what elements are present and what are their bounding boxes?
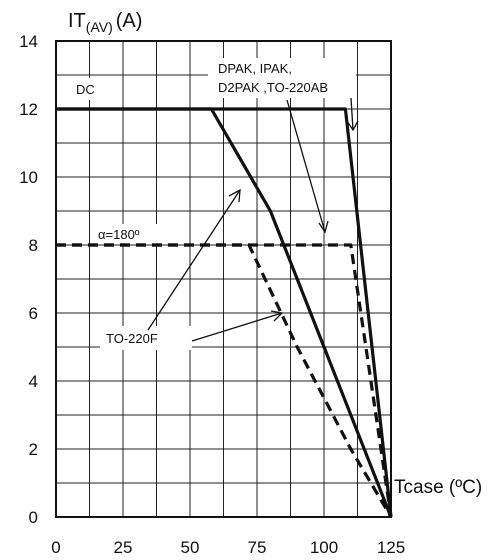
x-axis-label: Tcase (ºC) xyxy=(394,477,482,498)
pkg-label-line2: D2PAK ,TO-220AB xyxy=(218,80,328,95)
arrow-pkg-dc-head xyxy=(346,120,359,132)
dc-label-bg xyxy=(70,78,106,100)
y-tick-label: 0 xyxy=(29,508,38,527)
y-tick-label: 14 xyxy=(19,32,38,51)
alpha-label: α=180º xyxy=(98,227,140,242)
x-tick-label: 50 xyxy=(181,538,200,557)
y-tick-label: 4 xyxy=(29,372,38,391)
y-tick-label: 2 xyxy=(29,440,38,459)
arrow-pkg-dc xyxy=(350,97,354,131)
arrow-to220f-180 xyxy=(191,312,283,342)
pkg-label-line1: DPAK, IPAK, xyxy=(218,61,292,76)
annotation-arrows xyxy=(147,97,359,342)
x-tick-label: 0 xyxy=(51,538,60,557)
y-axis-label: IT(AV) (A) xyxy=(68,10,142,35)
x-tick-label: 125 xyxy=(377,538,405,557)
arrow-pkg-180-head xyxy=(318,220,329,234)
plot-frame xyxy=(55,40,392,518)
pkg-label-bg xyxy=(208,58,356,98)
dc-label: DC xyxy=(76,82,95,97)
series-line-4 xyxy=(56,243,393,518)
arrow-to220f-dc xyxy=(147,189,241,331)
x-tick-label: 75 xyxy=(248,538,267,557)
y-tick-label: 6 xyxy=(29,304,38,323)
x-tick-label: 100 xyxy=(310,538,338,557)
x-tick-labels: 0 25 50 75 100 125 xyxy=(51,538,405,557)
y-tick-label: 10 xyxy=(19,168,38,187)
y-tick-label: 12 xyxy=(19,100,38,119)
y-tick-label: 8 xyxy=(29,236,38,255)
alpha-label-bg xyxy=(94,224,172,244)
arrow-pkg-180 xyxy=(286,99,326,233)
chart-grid xyxy=(56,41,391,517)
arrow-to220f-dc-head xyxy=(228,188,241,203)
x-tick-label: 25 xyxy=(114,538,133,557)
arrow-to220f-180-head xyxy=(270,310,284,322)
series-line-2 xyxy=(56,107,393,518)
to220f-label: TO-220F xyxy=(106,331,158,346)
y-tick-labels: 0 2 4 6 8 10 12 14 xyxy=(19,32,38,527)
to220f-label-bg xyxy=(100,326,192,350)
series-group xyxy=(56,107,393,518)
